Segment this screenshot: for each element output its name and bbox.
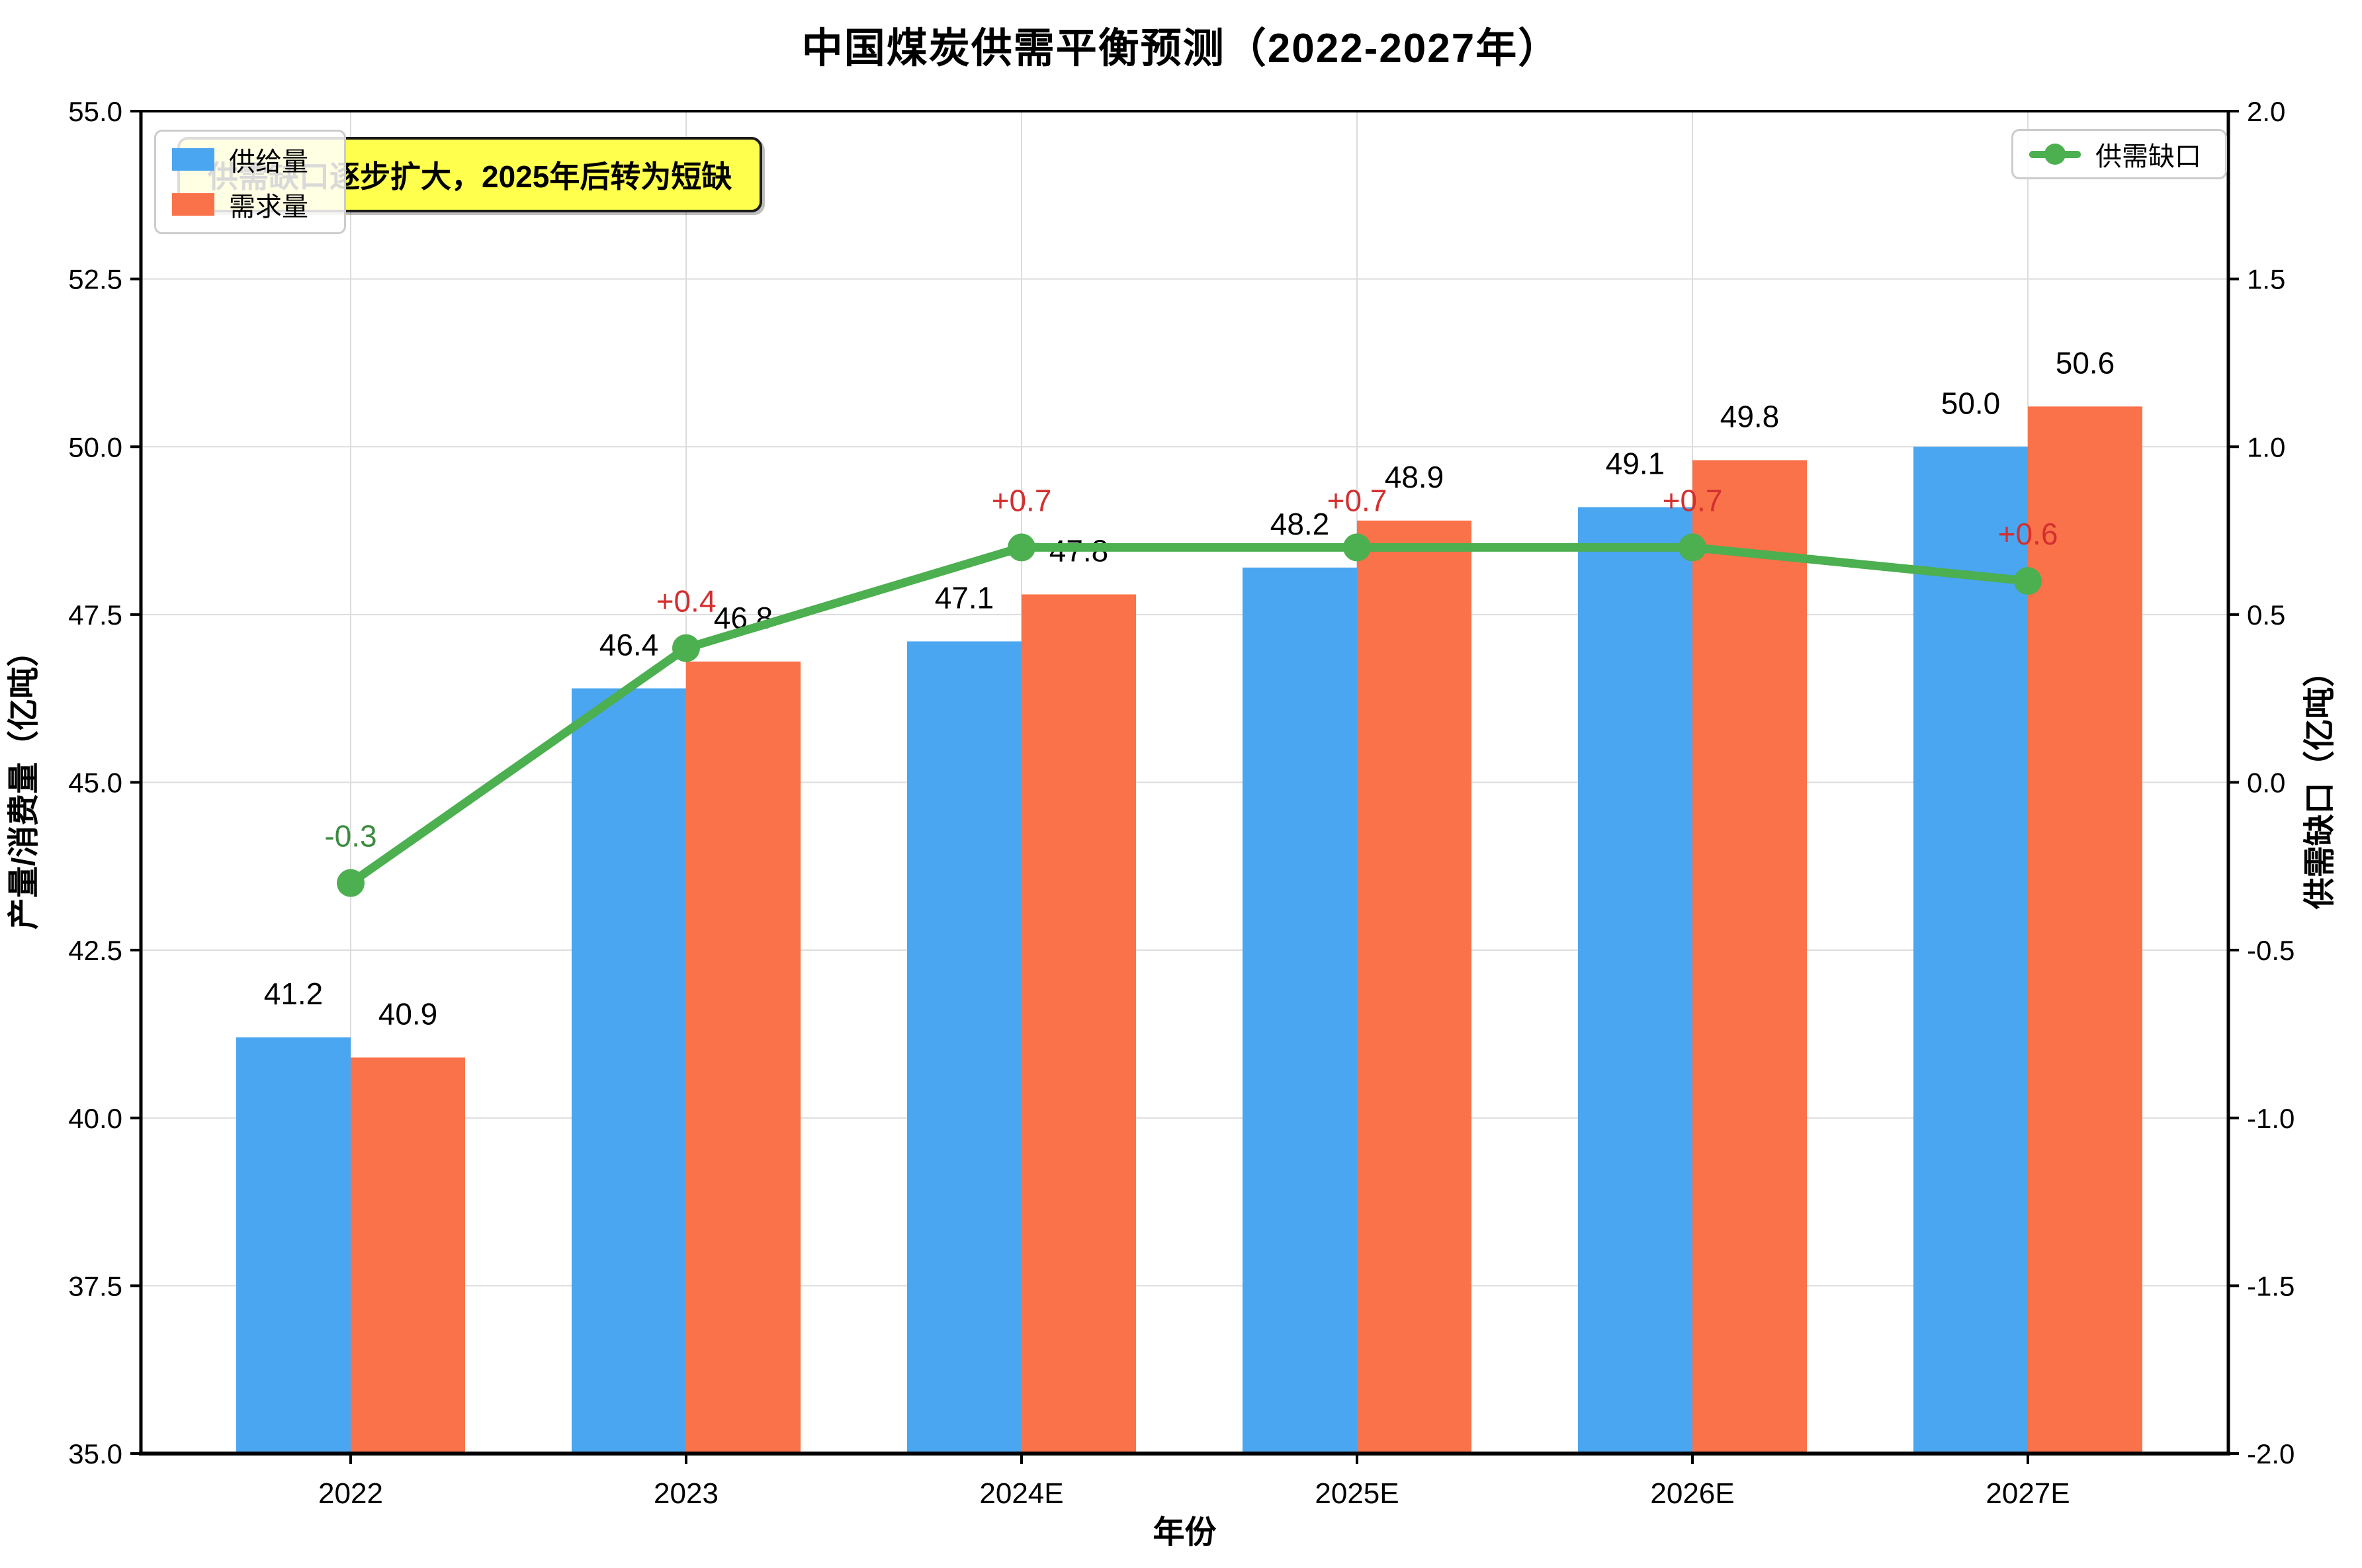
supply-bar-2023 [572, 688, 686, 1454]
demand-bar-2022 [351, 1057, 465, 1454]
x-axis-label: 年份 [1153, 1515, 1216, 1550]
supply-value-label-2022: 41.2 [264, 977, 324, 1011]
gap-value-label-2022: -0.3 [324, 819, 376, 853]
right-tick-label: -1.5 [2247, 1270, 2295, 1301]
supply-bar-2024E [907, 641, 1022, 1454]
gap-line-marker-icon [2029, 143, 2081, 165]
demand-bar-2026E [1692, 460, 1807, 1454]
legend-bars: 供给量 需求量 [154, 130, 346, 234]
demand-value-label-2022: 40.9 [378, 996, 438, 1031]
supply-value-label-2024E: 47.1 [935, 580, 994, 615]
left-tick-label: 42.5 [68, 935, 122, 966]
gap-marker-2022 [337, 869, 365, 897]
legend-item-demand: 需求量 [156, 185, 344, 224]
x-tick-label-2023: 2023 [654, 1477, 719, 1510]
gap-marker-2024E [1008, 533, 1035, 562]
demand-bar-2025E [1357, 520, 1471, 1454]
x-tick-label-2022: 2022 [318, 1477, 383, 1510]
supply-bar-2026E [1578, 507, 1692, 1454]
right-tick-label: 1.5 [2247, 264, 2285, 295]
demand-legend-label: 需求量 [229, 193, 308, 222]
right-tick-label: 0.5 [2247, 599, 2285, 631]
gap-value-label-2023: +0.4 [656, 584, 717, 619]
supply-value-label-2025E: 48.2 [1270, 507, 1330, 541]
legend-item-gap: 供需缺口 [2013, 135, 2225, 173]
supply-swatch [172, 148, 214, 171]
gap-legend-label: 供需缺口 [2095, 142, 2201, 171]
legend-item-supply: 供给量 [156, 140, 344, 179]
y-axis-label-right: 供需缺口（亿吨） [2302, 655, 2338, 909]
gap-value-label-2025E: +0.7 [1327, 483, 1387, 517]
right-tick-label: 1.0 [2247, 431, 2285, 462]
x-tick-label-2027E: 2027E [1986, 1477, 2070, 1510]
x-tick-label-2024E: 2024E [979, 1477, 1063, 1510]
demand-value-label-2027E: 50.6 [2056, 345, 2115, 380]
supply-bar-2027E [1913, 447, 2028, 1454]
supply-bar-2025E [1243, 567, 1357, 1454]
gap-line [346, 543, 2033, 888]
demand-bar-2027E [2028, 406, 2142, 1454]
left-tick-label: 40.0 [68, 1103, 122, 1134]
right-tick-label: 0.0 [2247, 767, 2285, 799]
left-tick-label: 47.5 [68, 599, 122, 631]
x-tick-label-2026E: 2026E [1650, 1477, 1734, 1510]
gap-marker-2026E [1679, 533, 1706, 562]
supply-value-label-2026E: 49.1 [1606, 447, 1665, 481]
gap-value-label-2027E: +0.6 [1998, 517, 2058, 551]
gap-marker-2025E [1343, 533, 1371, 562]
gap-value-label-2026E: +0.7 [1663, 483, 1723, 517]
demand-value-label-2025E: 48.9 [1385, 460, 1444, 494]
right-tick-label: -2.0 [2247, 1438, 2295, 1469]
left-tick-label: 45.0 [68, 767, 122, 799]
legend-gap: 供需缺口 [2011, 129, 2227, 179]
supply-legend-label: 供给量 [229, 148, 308, 177]
right-tick-label: 2.0 [2247, 96, 2285, 127]
demand-swatch [172, 193, 214, 216]
left-tick-label: 50.0 [68, 431, 122, 462]
demand-bar-2023 [686, 661, 801, 1454]
left-tick-label: 37.5 [68, 1270, 122, 1301]
page-title: 中国煤炭供需平衡预测（2022-2027年） [801, 26, 1561, 71]
left-tick-label: 35.0 [68, 1438, 122, 1469]
y-axis-label-left: 产量/消费量（亿吨） [7, 635, 42, 930]
right-tick-label: -0.5 [2247, 935, 2295, 966]
x-tick-label-2025E: 2025E [1315, 1477, 1399, 1510]
right-tick-label: -1.0 [2247, 1103, 2295, 1134]
gap-marker-2027E [2014, 567, 2042, 595]
left-tick-label: 52.5 [68, 264, 122, 295]
gap-value-label-2024E: +0.7 [992, 483, 1052, 517]
demand-value-label-2026E: 49.8 [1720, 400, 1780, 434]
demand-bar-2024E [1022, 594, 1136, 1454]
supply-value-label-2023: 46.4 [599, 627, 659, 662]
gap-marker-2023 [672, 634, 700, 662]
left-tick-label: 55.0 [68, 96, 122, 127]
supply-bar-2022 [236, 1037, 351, 1454]
supply-value-label-2027E: 50.0 [1941, 386, 2001, 420]
